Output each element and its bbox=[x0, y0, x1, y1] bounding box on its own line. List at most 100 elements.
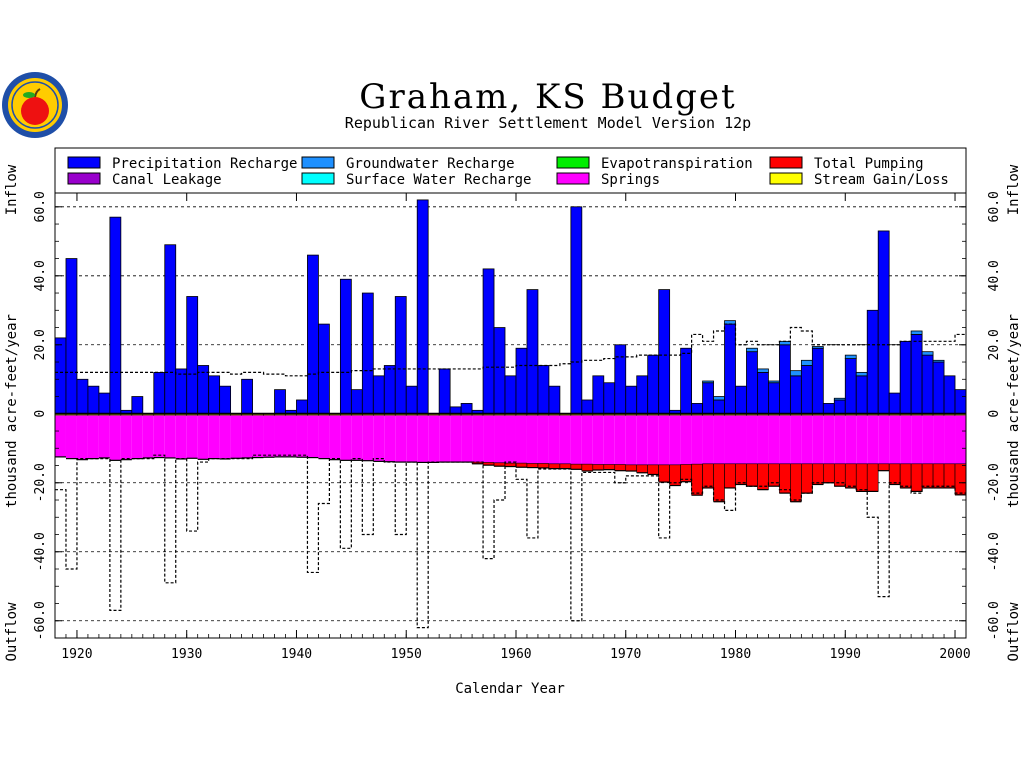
bar-precipitation-recharge-1959 bbox=[504, 375, 517, 415]
bar-precipitation-recharge-1975 bbox=[680, 347, 693, 415]
seal-with-apple-icon bbox=[2, 72, 68, 138]
bar-precipitation-recharge-2000 bbox=[954, 389, 967, 415]
bar-springs-1937 bbox=[263, 415, 275, 458]
bar-springs-1960 bbox=[515, 415, 527, 464]
bar-springs-1993 bbox=[878, 415, 890, 464]
bar-springs-1989 bbox=[834, 415, 846, 464]
bar-springs-1928 bbox=[164, 415, 176, 458]
legend-swatch-surface-water-recharge bbox=[301, 172, 335, 185]
bar-springs-1986 bbox=[801, 415, 813, 464]
bar-springs-1936 bbox=[252, 415, 264, 458]
bar-precipitation-recharge-1944 bbox=[339, 278, 352, 415]
plot-frame bbox=[54, 192, 967, 639]
bar-total-pumping-1962 bbox=[537, 463, 550, 469]
bar-groundwater-recharge-1996 bbox=[910, 330, 923, 335]
bar-springs-1956 bbox=[472, 415, 484, 463]
bar-springs-1982 bbox=[757, 415, 769, 464]
bar-precipitation-recharge-1918 bbox=[54, 337, 67, 415]
bar-precipitation-recharge-1999 bbox=[943, 375, 956, 415]
bar-springs-1994 bbox=[889, 415, 901, 464]
bar-springs-1996 bbox=[911, 415, 923, 464]
bar-total-pumping-1963 bbox=[548, 463, 561, 469]
axis-ticks: 1920 1930 1940 1950 1960 1970 1980 1990 2000 -60.… bbox=[33, 191, 1002, 662]
y-tick-label-left-0: 0 bbox=[33, 410, 48, 418]
bar-precipitation-recharge-1929 bbox=[175, 368, 188, 415]
bar-total-pumping-1971 bbox=[636, 464, 648, 474]
bar-springs-1947 bbox=[373, 415, 385, 462]
bar-springs-1962 bbox=[537, 415, 549, 464]
bar-precipitation-recharge-1957 bbox=[482, 268, 495, 415]
bar-precipitation-recharge-1986 bbox=[800, 365, 813, 415]
y-tick-label-right-40.0: 40.0 bbox=[987, 260, 1002, 291]
bar-precipitation-recharge-1927 bbox=[153, 371, 166, 415]
bar-precipitation-recharge-1947 bbox=[372, 375, 385, 415]
bar-springs-1932 bbox=[208, 415, 220, 459]
bar-total-pumping-1972 bbox=[647, 464, 659, 475]
y-tick-label-left--60.0: -60.0 bbox=[33, 601, 48, 640]
bar-springs-1963 bbox=[548, 415, 560, 464]
legend-swatch-canal-leakage bbox=[67, 172, 101, 185]
bar-springs-1985 bbox=[790, 415, 802, 464]
dashed-line-outflow bbox=[55, 454, 966, 629]
bar-precipitation-recharge-1923 bbox=[109, 216, 122, 415]
bar-springs-1922 bbox=[98, 415, 110, 458]
bar-total-pumping-1984 bbox=[779, 463, 791, 494]
bar-total-pumping-1999 bbox=[943, 463, 956, 489]
bar-springs-1944 bbox=[340, 415, 352, 461]
bar-precipitation-recharge-1963 bbox=[548, 385, 561, 415]
y-axis-label-right: thousand acre-feet/year bbox=[1006, 314, 1022, 508]
bar-precipitation-recharge-1989 bbox=[833, 399, 846, 415]
inflow-label-left: Inflow bbox=[4, 164, 20, 215]
bar-springs-1980 bbox=[735, 415, 747, 464]
bar-precipitation-recharge-1982 bbox=[757, 371, 769, 415]
bar-total-pumping-1996 bbox=[910, 463, 923, 492]
bar-precipitation-recharge-1977 bbox=[702, 382, 714, 415]
bar-total-pumping-1980 bbox=[735, 463, 747, 485]
bar-springs-1973 bbox=[658, 415, 670, 465]
bar-precipitation-recharge-1958 bbox=[493, 327, 506, 415]
gridlines bbox=[55, 206, 966, 622]
bar-total-pumping-1970 bbox=[625, 464, 638, 472]
bar-springs-1979 bbox=[724, 415, 736, 464]
bar-total-pumping-1998 bbox=[932, 463, 945, 489]
bar-springs-1920 bbox=[76, 415, 88, 460]
bar-precipitation-recharge-1948 bbox=[383, 365, 396, 415]
bar-precipitation-recharge-1979 bbox=[724, 323, 736, 415]
bar-groundwater-recharge-1987 bbox=[811, 346, 824, 349]
bar-precipitation-recharge-1940 bbox=[296, 399, 308, 415]
bar-precipitation-recharge-1928 bbox=[164, 244, 177, 415]
bar-springs-1977 bbox=[702, 415, 714, 464]
bar-springs-1978 bbox=[713, 415, 725, 464]
legend-swatch-springs bbox=[556, 172, 590, 185]
bar-springs-1968 bbox=[603, 415, 615, 465]
bar-springs-1940 bbox=[296, 415, 308, 458]
legend-label-canal-leakage: Canal Leakage bbox=[112, 172, 222, 188]
legend-label-total-pumping: Total Pumping bbox=[814, 156, 924, 172]
bar-total-pumping-1988 bbox=[823, 463, 835, 484]
y-tick-label-left-40.0: 40.0 bbox=[33, 260, 48, 291]
bar-total-pumping-1979 bbox=[724, 463, 736, 489]
y-tick-label-right--60.0: -60.0 bbox=[987, 601, 1002, 640]
bar-precipitation-recharge-1949 bbox=[394, 296, 407, 415]
bar-springs-1934 bbox=[230, 415, 242, 459]
bar-precipitation-recharge-1983 bbox=[768, 382, 780, 415]
bar-precipitation-recharge-1978 bbox=[713, 399, 725, 415]
y-axis-label-left: thousand acre-feet/year bbox=[4, 314, 20, 508]
bar-precipitation-recharge-1960 bbox=[515, 347, 528, 415]
bar-springs-1967 bbox=[592, 415, 604, 465]
bar-precipitation-recharge-1991 bbox=[855, 375, 868, 415]
legend-box bbox=[54, 147, 967, 194]
bar-springs-1931 bbox=[197, 415, 209, 460]
bar-springs-1974 bbox=[669, 415, 681, 465]
y-tick-label-left--40.0: -40.0 bbox=[33, 532, 48, 571]
bar-groundwater-recharge-1989 bbox=[833, 397, 846, 401]
x-axis-label: Calendar Year bbox=[455, 681, 565, 697]
bar-total-pumping-1986 bbox=[801, 463, 813, 494]
bar-precipitation-recharge-1954 bbox=[449, 406, 462, 415]
inflow-label-right: Inflow bbox=[1006, 164, 1022, 215]
bar-springs-1924 bbox=[120, 415, 132, 460]
bar-springs-1930 bbox=[186, 415, 198, 459]
bar-springs-1970 bbox=[625, 415, 637, 465]
bar-springs-1975 bbox=[680, 415, 692, 465]
bar-precipitation-recharge-1994 bbox=[888, 392, 901, 415]
